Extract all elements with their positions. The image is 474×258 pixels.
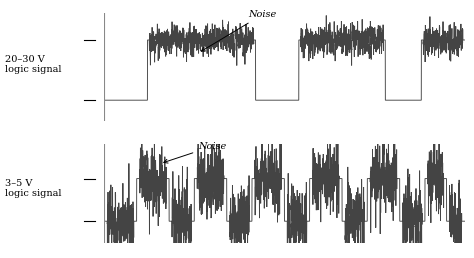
Text: 3–5 V
logic signal: 3–5 V logic signal bbox=[5, 179, 61, 198]
Text: Noise: Noise bbox=[164, 142, 227, 163]
Text: 20–30 V
logic signal: 20–30 V logic signal bbox=[5, 55, 61, 74]
Text: Noise: Noise bbox=[201, 10, 277, 51]
